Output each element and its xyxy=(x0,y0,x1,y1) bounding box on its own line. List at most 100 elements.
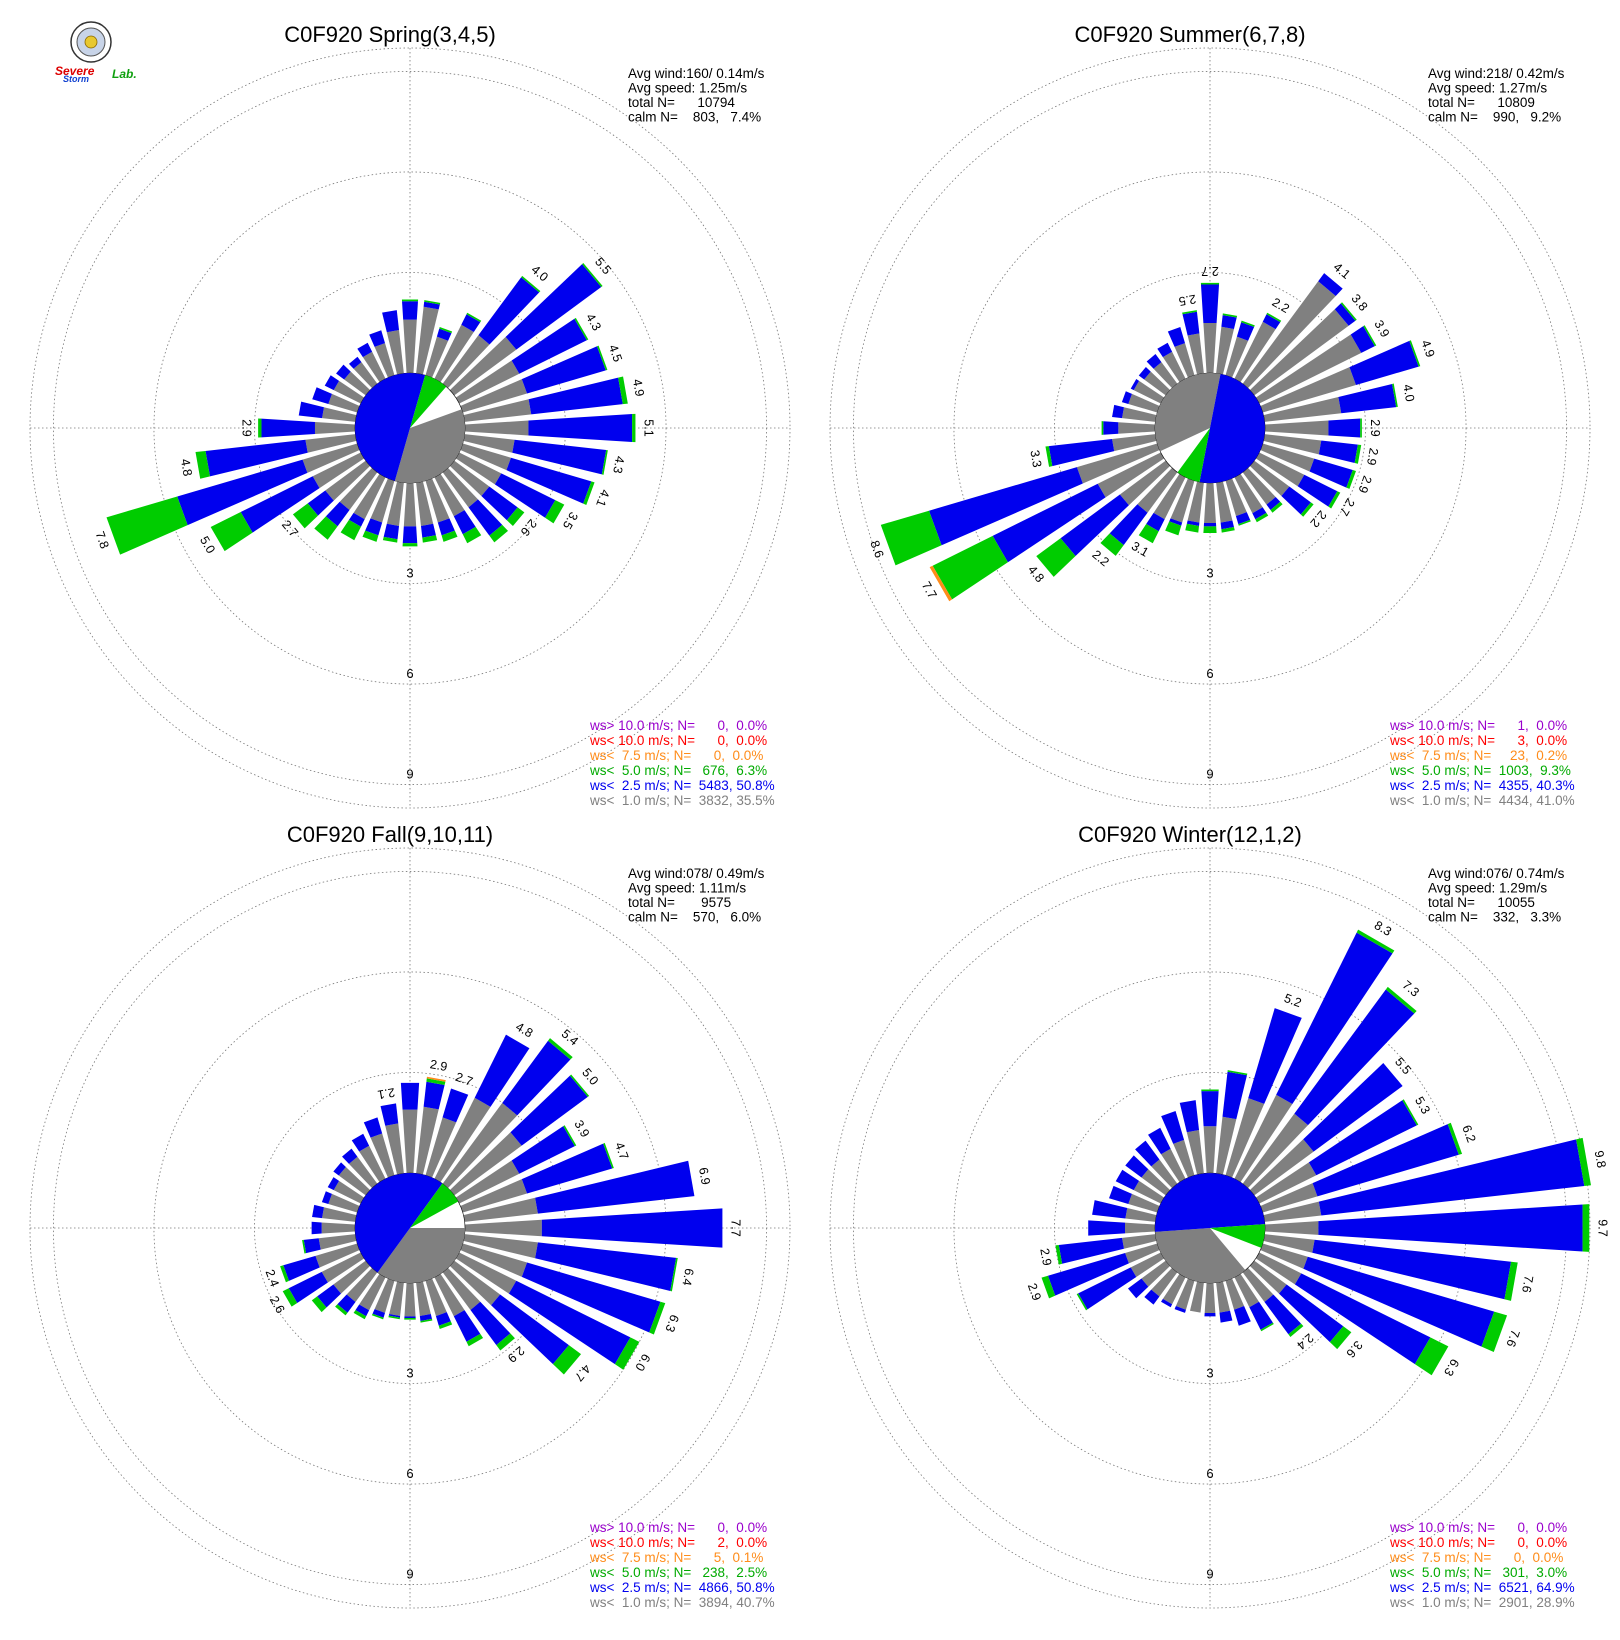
bar-value-label: 3.5 xyxy=(560,509,581,531)
bar-segment xyxy=(468,499,503,536)
bar-segment xyxy=(321,1222,356,1234)
bar-segment xyxy=(453,510,476,535)
bar-value-label: 4.5 xyxy=(606,343,625,364)
bar-segment xyxy=(342,1148,358,1164)
bar-segment xyxy=(338,1166,371,1196)
legend-entry: ws> 10.0 m/s; N= 0, 0.0% xyxy=(589,718,767,733)
calm-pie-slice xyxy=(410,1183,459,1228)
bar-value-label: 5.4 xyxy=(559,1027,581,1049)
bar-segment xyxy=(403,482,417,527)
bar-segment xyxy=(1354,444,1362,464)
ring-label: 3 xyxy=(1206,1366,1213,1381)
bar-segment xyxy=(1249,460,1290,496)
bar-segment xyxy=(464,1219,542,1237)
bar-segment xyxy=(1128,393,1160,413)
bar-value-label: 4.0 xyxy=(529,263,551,285)
bar-segment xyxy=(1109,504,1148,546)
bar-segment xyxy=(311,1296,327,1313)
legend-entry: ws> 10.0 m/s; N= 0, 0.0% xyxy=(1389,1520,1567,1535)
bar-value-label: 2.7 xyxy=(454,1070,475,1089)
bar-segment xyxy=(1101,421,1104,435)
bar-segment xyxy=(402,301,418,320)
bar-segment xyxy=(466,1333,484,1347)
legend-entry: ws< 10.0 m/s; N= 3, 0.0% xyxy=(1389,733,1567,748)
bar-segment xyxy=(205,439,308,477)
bar-segment xyxy=(348,1156,378,1189)
bar-segment xyxy=(632,413,636,443)
bar-segment xyxy=(386,330,404,375)
bar-segment xyxy=(305,434,357,453)
bar-segment xyxy=(1060,494,1129,557)
bar-segment xyxy=(1109,1185,1132,1204)
legend-entry: ws< 7.5 m/s; N= 23, 0.2% xyxy=(1389,748,1567,763)
bar-segment xyxy=(425,336,449,378)
bar-segment xyxy=(288,1271,328,1303)
bar-segment xyxy=(426,1078,446,1085)
bar-value-label: 2.9 xyxy=(240,419,254,436)
bar-segment xyxy=(1115,1169,1140,1191)
bar-segment xyxy=(442,467,478,508)
bar-segment xyxy=(464,420,529,436)
bar-segment xyxy=(1266,496,1281,511)
bar-value-label: 4.7 xyxy=(612,1140,631,1161)
bar-segment xyxy=(404,1318,416,1320)
bar-segment xyxy=(1263,434,1322,455)
bar-segment xyxy=(328,1193,360,1213)
wind-rose-panel: 2.9 2.7 4.8 5.4 5.0 3.9 4.7 6.9 7.7 6.4 6.3 6.0 4.7 2… xyxy=(29,822,791,1610)
bar-segment xyxy=(1187,333,1204,375)
bar-segment xyxy=(1264,1221,1319,1235)
bar-segment xyxy=(1169,518,1183,526)
bar-value-label: 2.6 xyxy=(267,1294,288,1316)
bar-segment xyxy=(312,452,365,489)
bar-value-label: 4.9 xyxy=(630,378,647,398)
bar-segment xyxy=(618,376,628,405)
bar-segment xyxy=(1260,443,1315,472)
bar-segment xyxy=(505,264,602,350)
bar-segment xyxy=(1242,281,1336,389)
bar-segment xyxy=(455,360,520,404)
bar-segment xyxy=(1297,474,1338,507)
bar-segment xyxy=(317,1284,342,1308)
bar-segment xyxy=(437,518,455,536)
bar-segment xyxy=(470,1301,511,1346)
bar-segment xyxy=(463,1197,538,1222)
bar-segment xyxy=(1260,1322,1274,1332)
bar-segment xyxy=(1385,986,1417,1014)
ring-label: 6 xyxy=(406,666,413,681)
bar-segment xyxy=(521,346,606,394)
bar-value-label: 6.9 xyxy=(696,1166,713,1186)
bar-segment xyxy=(1118,422,1156,434)
legend-entry: ws> 10.0 m/s; N= 0, 0.0% xyxy=(589,1520,767,1535)
bar-segment xyxy=(1200,284,1220,323)
bar-segment xyxy=(929,565,953,602)
bar-segment xyxy=(462,526,482,544)
calm-pie-slice xyxy=(1155,1173,1265,1232)
bar-segment xyxy=(1504,1261,1518,1301)
bar-segment xyxy=(442,1088,469,1123)
bar-segment xyxy=(460,443,511,471)
bar-segment xyxy=(402,1109,418,1174)
bar-segment xyxy=(1162,351,1186,383)
bar-segment xyxy=(1204,482,1216,524)
bar-segment xyxy=(474,1034,530,1107)
bar-segment xyxy=(1278,1284,1344,1343)
bar-segment xyxy=(932,535,1008,600)
ring-label: 3 xyxy=(406,1366,413,1381)
calm-pie-slice xyxy=(355,1173,443,1273)
bar-value-label: 2.7 xyxy=(1201,264,1218,278)
legend-entry: ws< 5.0 m/s; N= 1003, 9.3% xyxy=(1389,763,1571,778)
bar-value-label: 2.5 xyxy=(1178,292,1198,309)
bar-segment xyxy=(541,1208,723,1248)
bar-segment xyxy=(1346,470,1356,489)
bar-segment xyxy=(1137,467,1178,513)
bar-segment xyxy=(521,1143,613,1194)
legend-entry: ws< 1.0 m/s; N= 4434, 41.0% xyxy=(1389,793,1575,808)
bar-segment xyxy=(344,371,371,396)
bar-value-label: 9.8 xyxy=(1592,1149,1609,1169)
logo-word-lab: Lab. xyxy=(112,67,137,81)
bar-segment xyxy=(1241,320,1255,327)
bar-segment xyxy=(1175,1278,1195,1310)
bar-segment xyxy=(1318,1204,1583,1252)
stats-line: Avg speed: 1.27m/s xyxy=(1428,81,1547,96)
bar-segment xyxy=(404,1282,416,1317)
